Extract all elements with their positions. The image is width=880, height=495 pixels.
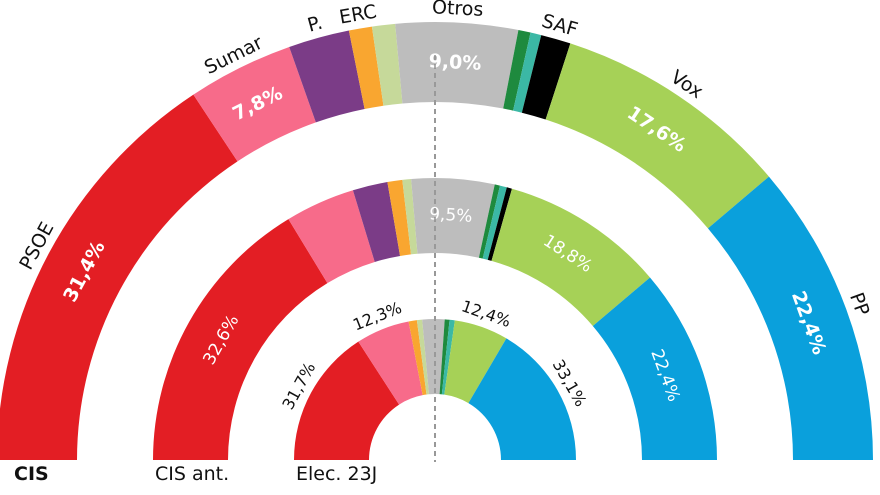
ring-title-cis: CIS xyxy=(14,463,49,485)
value-label: 9,0% xyxy=(428,50,482,75)
ring-title-elec-23j: Elec. 23J xyxy=(296,463,377,485)
segment-cis-ant--light-green xyxy=(402,179,418,255)
segment-cis-ant--otros xyxy=(411,178,495,258)
segment-cis-sumar xyxy=(193,46,316,162)
segment-cis-ant--teal xyxy=(482,185,507,260)
segment-cis-ant--pp xyxy=(592,277,717,460)
segment-cis-teal xyxy=(513,32,542,113)
segment-cis-otros xyxy=(395,22,519,109)
segment-cis-pp xyxy=(707,176,873,461)
party-name-label: PP xyxy=(845,290,874,319)
segment-elec-23j-dark-green xyxy=(439,319,450,395)
segment-cis-vox xyxy=(545,43,769,229)
segment-cis-psoe xyxy=(0,94,238,460)
segment-cis-ant--sumar xyxy=(288,190,375,284)
ring-title-cis-ant: CIS ant. xyxy=(155,463,229,485)
segment-cis-ant--psoe xyxy=(153,219,328,460)
segment-cis-dark-green xyxy=(503,30,531,111)
segment-cis-p- xyxy=(289,30,365,123)
party-name-label: ERC xyxy=(338,1,379,29)
segment-cis-ant--p- xyxy=(352,182,401,262)
segment-elec-23j-sumar xyxy=(358,321,423,405)
segment-cis-erc xyxy=(348,26,384,109)
party-name-label: Otros xyxy=(432,0,484,21)
party-name-label: P. xyxy=(305,12,325,37)
segment-elec-23j-otros xyxy=(422,319,445,395)
segment-cis-ant--saf xyxy=(487,187,512,261)
value-label: 9,5% xyxy=(429,204,473,227)
segment-cis-saf xyxy=(521,35,571,120)
segment-elec-23j-vox xyxy=(444,320,507,404)
segment-elec-23j-light-green xyxy=(416,319,429,395)
segment-elec-23j-psoe xyxy=(294,341,400,460)
segment-cis-light-green xyxy=(371,23,403,106)
segment-elec-23j-pp xyxy=(468,338,576,460)
segment-cis-ant--dark-green xyxy=(478,184,500,259)
segment-cis-ant--erc xyxy=(387,179,411,256)
segment-cis-ant--vox xyxy=(491,188,651,327)
segment-elec-23j-erc xyxy=(408,320,427,396)
segment-elec-23j-teal xyxy=(441,319,455,395)
